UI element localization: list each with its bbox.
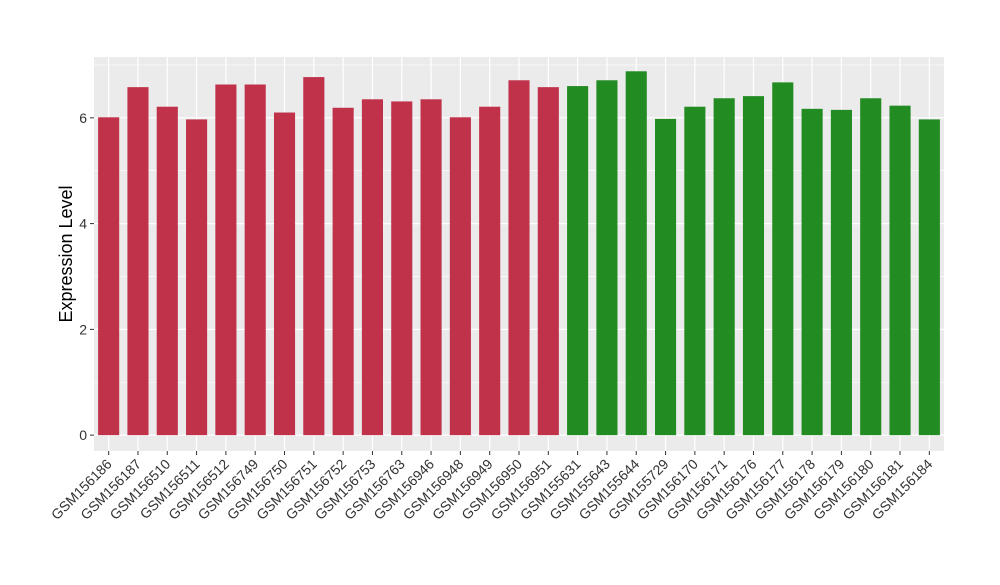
bar-GSM156950 bbox=[508, 80, 530, 436]
y-axis: 0 2 4 6 bbox=[79, 110, 94, 443]
x-axis: GSM156186GSM156187GSM156510GSM156511GSM1… bbox=[48, 451, 936, 523]
y-tick-label: 4 bbox=[79, 216, 87, 232]
y-tick-label: 6 bbox=[79, 110, 87, 126]
bar-GSM156749 bbox=[244, 84, 266, 436]
bar-GSM156186 bbox=[98, 117, 120, 436]
bar-GSM156752 bbox=[332, 107, 354, 436]
bar-GSM156750 bbox=[273, 112, 296, 436]
bar-GSM156763 bbox=[391, 101, 413, 436]
bar-GSM156171 bbox=[713, 98, 735, 436]
bar-GSM156949 bbox=[479, 106, 501, 436]
bar-GSM156512 bbox=[215, 84, 237, 436]
bar-GSM156181 bbox=[889, 105, 911, 436]
bar-GSM156176 bbox=[742, 96, 765, 436]
bar-GSM156753 bbox=[361, 99, 383, 436]
bar-GSM155729 bbox=[655, 118, 677, 436]
bar-GSM155631 bbox=[567, 86, 589, 436]
bar-GSM156187 bbox=[127, 87, 149, 436]
y-tick-label: 0 bbox=[79, 427, 87, 443]
bar-GSM155644 bbox=[625, 71, 647, 436]
bar-GSM156177 bbox=[772, 82, 794, 436]
bar-GSM156948 bbox=[449, 117, 471, 436]
bar-GSM156179 bbox=[830, 109, 852, 436]
bar-GSM156180 bbox=[860, 98, 882, 436]
bar-GSM156751 bbox=[303, 77, 325, 436]
bar-GSM156170 bbox=[684, 106, 706, 436]
bar-GSM155643 bbox=[596, 80, 618, 436]
bar-GSM156946 bbox=[420, 99, 442, 436]
bar-GSM156510 bbox=[156, 106, 178, 436]
y-tick-label: 2 bbox=[79, 321, 87, 337]
y-axis-title: Expression Level bbox=[56, 185, 76, 322]
bar-GSM156951 bbox=[537, 87, 559, 436]
bar-GSM156511 bbox=[186, 119, 208, 436]
bar-GSM156184 bbox=[918, 119, 940, 436]
bar-GSM156178 bbox=[801, 108, 823, 436]
bars bbox=[98, 71, 940, 436]
